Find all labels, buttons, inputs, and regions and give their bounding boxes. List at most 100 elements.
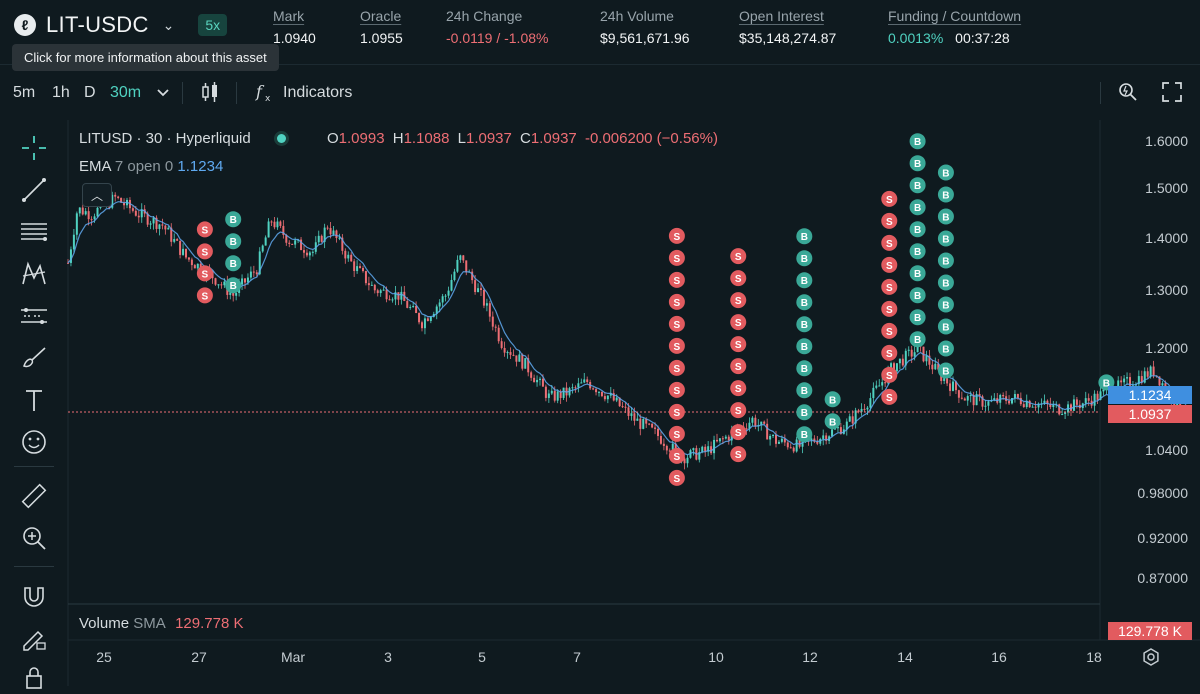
stat-label[interactable]: Funding / Countdown xyxy=(888,8,1022,24)
sell-marker: S xyxy=(881,344,898,361)
marker-circle xyxy=(668,337,685,354)
timeframe-1h[interactable]: 1h xyxy=(52,84,70,101)
candle-body xyxy=(241,278,244,285)
candle-body xyxy=(285,234,288,243)
zoom-in-icon[interactable] xyxy=(18,522,50,554)
marker-circle xyxy=(668,227,685,244)
marker-label: S xyxy=(674,276,681,287)
buy-marker: B xyxy=(937,186,954,203)
marker-circle xyxy=(881,300,898,317)
candle-body xyxy=(609,393,612,396)
stat-label[interactable]: Mark xyxy=(273,8,305,24)
timeframe-d[interactable]: D xyxy=(84,84,96,101)
ema-value: 1.1234 xyxy=(177,158,224,175)
collapse-legend-button[interactable]: ︿ xyxy=(82,183,112,207)
candle-body xyxy=(603,396,606,400)
function-icon[interactable]: f x xyxy=(253,80,277,104)
leverage-badge[interactable]: 5x xyxy=(198,14,228,36)
marker-label: S xyxy=(674,408,681,419)
timeframe-5m[interactable]: 5m xyxy=(13,84,36,101)
chevron-down-icon[interactable] xyxy=(151,80,175,104)
candle-body xyxy=(960,397,963,399)
forecast-icon[interactable] xyxy=(18,300,50,332)
sell-marker: S xyxy=(881,388,898,405)
marker-label: S xyxy=(886,261,893,272)
candle-body xyxy=(606,395,609,400)
asset-selector[interactable]: ℓ LIT-USDC ⌄ 5x xyxy=(14,12,228,38)
candle-body xyxy=(179,240,182,255)
stat-label[interactable]: Open Interest xyxy=(739,8,824,24)
candle-body xyxy=(444,295,447,297)
candle-body xyxy=(701,446,704,453)
candle-body xyxy=(170,227,173,242)
candle-body xyxy=(69,249,72,263)
buy-marker: B xyxy=(909,155,926,172)
lock-draw-icon[interactable] xyxy=(18,622,50,654)
marker-circle xyxy=(196,265,213,282)
x-tick: 18 xyxy=(1086,649,1102,665)
candle-body xyxy=(244,278,246,283)
candle-body xyxy=(190,259,193,266)
x-tick: 12 xyxy=(802,649,818,665)
chart-settings-gear-icon[interactable] xyxy=(1140,646,1162,668)
chevron-down-icon[interactable]: ⌄ xyxy=(162,16,175,33)
candle-body xyxy=(1126,377,1129,379)
timeframe-30m[interactable]: 30m xyxy=(110,84,142,101)
marker-circle xyxy=(730,380,747,397)
candle-body xyxy=(527,358,530,373)
candle-body xyxy=(943,378,946,381)
settings-search-icon[interactable] xyxy=(1116,80,1140,104)
candle-body xyxy=(825,435,828,441)
magnet-icon[interactable] xyxy=(18,580,50,612)
buy-marker: B xyxy=(909,243,926,260)
candle-body xyxy=(639,418,642,429)
candle-body xyxy=(916,344,919,353)
marker-circle xyxy=(881,234,898,251)
crosshair-icon[interactable] xyxy=(18,132,50,164)
candle-body xyxy=(429,316,432,321)
brush-icon[interactable] xyxy=(18,342,50,374)
ruler-icon[interactable] xyxy=(18,480,50,512)
emoji-icon[interactable] xyxy=(18,426,50,458)
stat-24h-volume: 24h Volume $9,561,671.96 xyxy=(600,8,690,46)
trend-line-icon[interactable] xyxy=(18,174,50,206)
candle-body xyxy=(474,280,477,293)
sell-marker: S xyxy=(730,402,747,419)
marker-label: B xyxy=(801,232,808,243)
marker-circle xyxy=(796,404,813,421)
pattern-icon[interactable] xyxy=(18,258,50,290)
candle-body xyxy=(232,292,235,296)
stat-label: 24h Change xyxy=(446,8,523,24)
asset-name[interactable]: LIT-USDC xyxy=(46,12,149,37)
buy-marker: B xyxy=(225,233,242,250)
marker-circle xyxy=(937,164,954,181)
candle-body xyxy=(881,382,884,386)
candle-body xyxy=(1064,412,1067,414)
candle-body xyxy=(954,381,957,391)
indicators-button[interactable]: Indicators xyxy=(283,84,353,101)
text-icon[interactable] xyxy=(18,384,50,416)
marker-circle xyxy=(730,446,747,463)
candle-body xyxy=(763,421,766,424)
candle-body xyxy=(1070,404,1072,411)
marker-circle xyxy=(881,212,898,229)
fib-icon[interactable] xyxy=(18,216,50,248)
marker-label: B xyxy=(230,215,237,226)
marker-circle xyxy=(881,256,898,273)
candles-icon[interactable] xyxy=(198,80,222,104)
stat-label[interactable]: Oracle xyxy=(360,8,402,24)
candle-body xyxy=(571,387,574,389)
buy-marker: B xyxy=(824,391,841,408)
marker-label: S xyxy=(886,217,893,228)
candle-body xyxy=(553,390,556,401)
candle-body xyxy=(524,358,527,369)
candle-body xyxy=(149,223,152,225)
candle-body xyxy=(754,417,757,427)
sell-marker: S xyxy=(668,469,685,486)
change-value: -0.006200 (−0.56%) xyxy=(584,130,718,147)
buy-marker: B xyxy=(796,404,813,421)
fullscreen-icon[interactable] xyxy=(1160,80,1184,104)
marker-label: S xyxy=(735,296,742,307)
buy-marker: B xyxy=(937,318,954,335)
